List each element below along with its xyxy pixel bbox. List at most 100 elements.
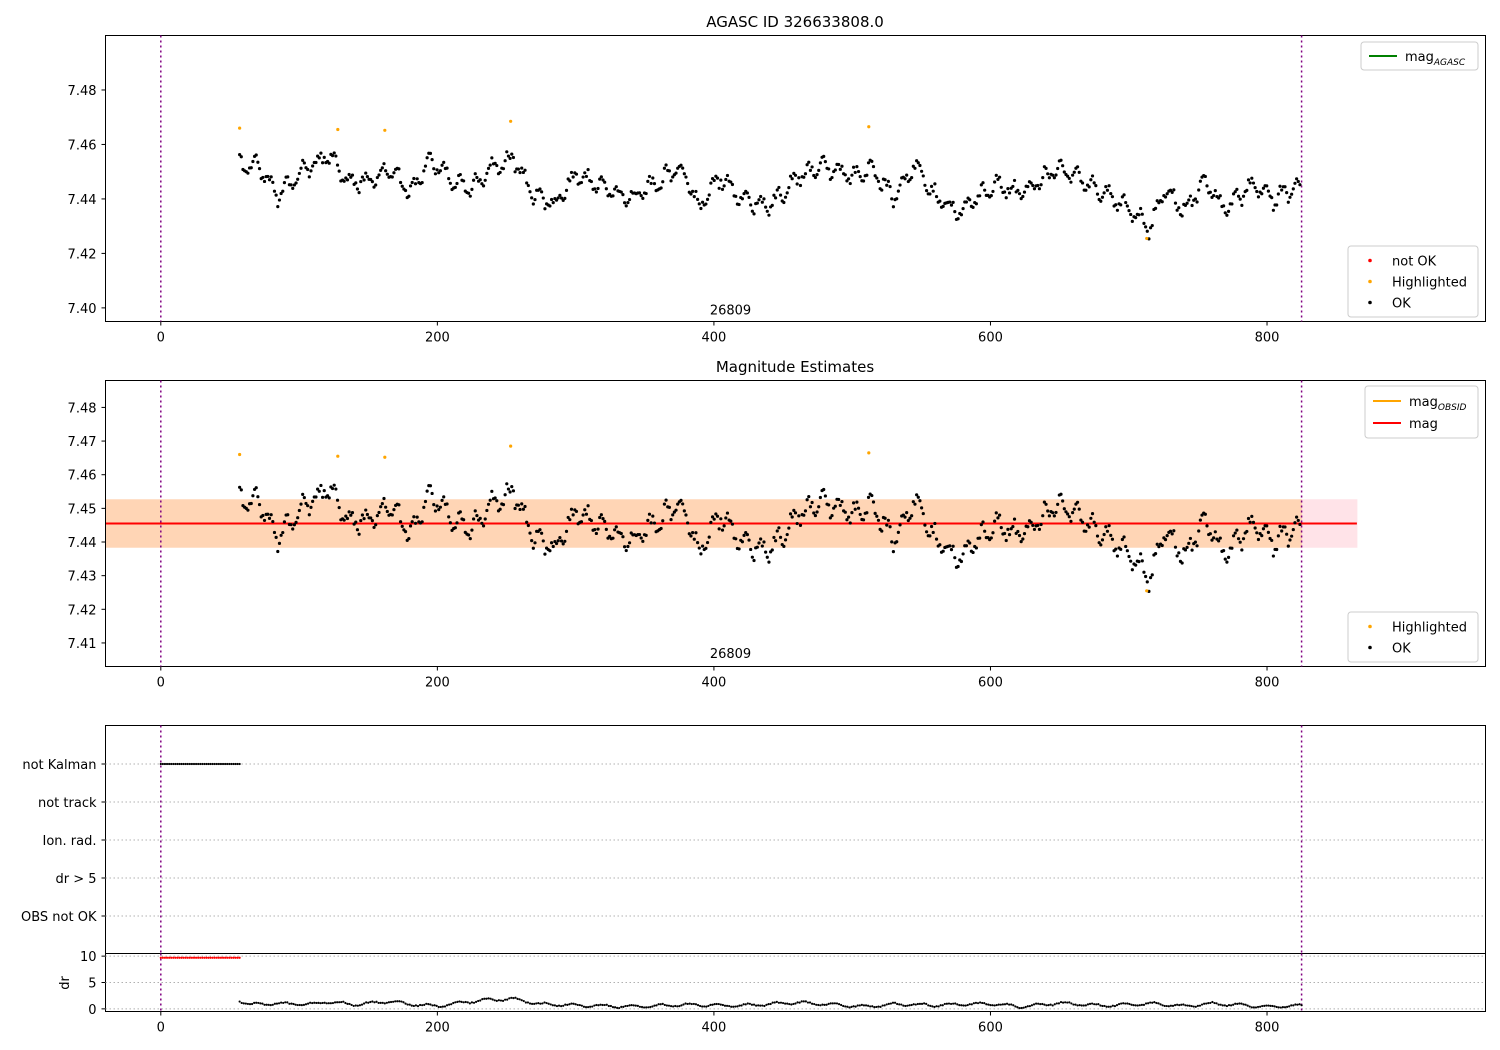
ok-point <box>722 184 726 188</box>
ok-point <box>525 181 529 185</box>
ok-point <box>488 163 492 167</box>
ok-point <box>375 514 379 518</box>
ok-point <box>808 168 813 173</box>
ok-point <box>526 523 530 528</box>
dr-point <box>925 1002 928 1005</box>
ok-point <box>1011 524 1015 529</box>
dr-point <box>698 1004 702 1008</box>
flag-point <box>232 762 235 766</box>
dr-point <box>1020 1006 1023 1010</box>
ok-point <box>261 175 265 180</box>
legend-label-0: Highlighted <box>1392 621 1467 636</box>
dr-point <box>1035 1002 1038 1005</box>
ok-point <box>445 166 449 170</box>
ok-point <box>847 177 851 181</box>
ok-point <box>266 512 270 516</box>
ok-point <box>1163 537 1168 542</box>
y-tick-label-7.46: 7.46 <box>68 469 97 484</box>
ok-point <box>1225 560 1229 564</box>
ok-point <box>737 547 741 551</box>
ok-point <box>364 171 368 175</box>
ok-point <box>505 482 509 486</box>
ok-point <box>296 177 300 181</box>
ok-point <box>586 504 590 508</box>
ok-point <box>481 184 486 188</box>
ok-point <box>949 203 954 207</box>
ok-point <box>709 520 713 525</box>
dr-point <box>477 999 480 1003</box>
ok-point <box>1099 543 1103 547</box>
ok-point <box>1046 172 1050 176</box>
ok-point <box>924 530 929 534</box>
ok-point <box>1095 534 1100 538</box>
dr-point <box>775 1000 778 1004</box>
dr-point <box>1184 1004 1187 1007</box>
ok-point <box>467 533 471 537</box>
ok-point <box>953 210 957 214</box>
ok-point <box>1052 514 1056 518</box>
dr-point <box>1111 1004 1114 1007</box>
ok-point <box>1125 549 1129 553</box>
ok-point <box>1188 194 1193 198</box>
dr-point <box>900 1003 903 1006</box>
x-tick-label-0: 0 <box>157 331 165 346</box>
ok-point <box>282 520 287 524</box>
ok-point <box>875 176 879 180</box>
ok-point <box>379 505 383 509</box>
ok-point <box>1222 549 1226 553</box>
ok-point <box>1122 193 1126 197</box>
ok-point <box>584 512 589 516</box>
dr-point <box>1219 1003 1222 1006</box>
ok-point <box>719 517 723 521</box>
magnitude-estimates-panel: Magnitude Estimates 26809 0 200 400 600 800 … <box>68 358 1486 691</box>
ok-point <box>641 539 645 543</box>
dr-point <box>456 1000 459 1003</box>
ok-point <box>931 530 935 535</box>
dr-point <box>999 1003 1002 1006</box>
flag-point <box>174 762 177 766</box>
panel2-points <box>238 444 1302 593</box>
ok-point <box>740 540 745 544</box>
ok-point <box>564 188 569 192</box>
ok-point <box>523 168 527 172</box>
dr-point <box>860 1003 863 1006</box>
dr-point <box>835 1002 839 1005</box>
dr-point <box>765 1003 768 1006</box>
ok-point <box>1293 181 1297 185</box>
flag-point <box>207 762 210 766</box>
ok-point <box>1212 536 1216 540</box>
flag-point <box>224 762 227 766</box>
ok-point <box>347 510 351 514</box>
highlighted-point <box>509 119 513 123</box>
ok-point <box>480 521 484 525</box>
dr-point <box>831 1002 834 1005</box>
ok-point <box>1165 533 1169 538</box>
ok-point <box>1026 184 1030 189</box>
ok-point <box>1298 522 1302 527</box>
ok-point <box>1188 536 1193 541</box>
ok-point <box>883 516 887 520</box>
dr-point <box>740 1004 743 1007</box>
dr-point <box>769 1002 772 1006</box>
dr-point <box>564 1003 567 1006</box>
ok-point <box>481 524 486 528</box>
x-tick-label-600: 600 <box>978 1021 1003 1036</box>
ok-point <box>506 487 511 491</box>
dr-point <box>661 1002 664 1005</box>
dr-point <box>1061 1001 1065 1004</box>
legend-label-0: not OK <box>1392 255 1437 270</box>
ok-point <box>541 539 545 543</box>
ok-point <box>851 165 856 169</box>
ok-point <box>772 535 776 540</box>
dr-point <box>408 1003 411 1006</box>
ok-point <box>413 521 418 525</box>
dr-capped-point <box>228 956 231 959</box>
dr-point <box>939 1004 942 1007</box>
highlighted-point <box>336 127 340 132</box>
ok-point <box>558 193 562 197</box>
ok-point <box>934 194 939 199</box>
ok-point <box>765 209 769 213</box>
ok-point <box>1170 532 1174 536</box>
dr-point <box>240 1001 243 1005</box>
dr-point <box>1292 1004 1295 1007</box>
